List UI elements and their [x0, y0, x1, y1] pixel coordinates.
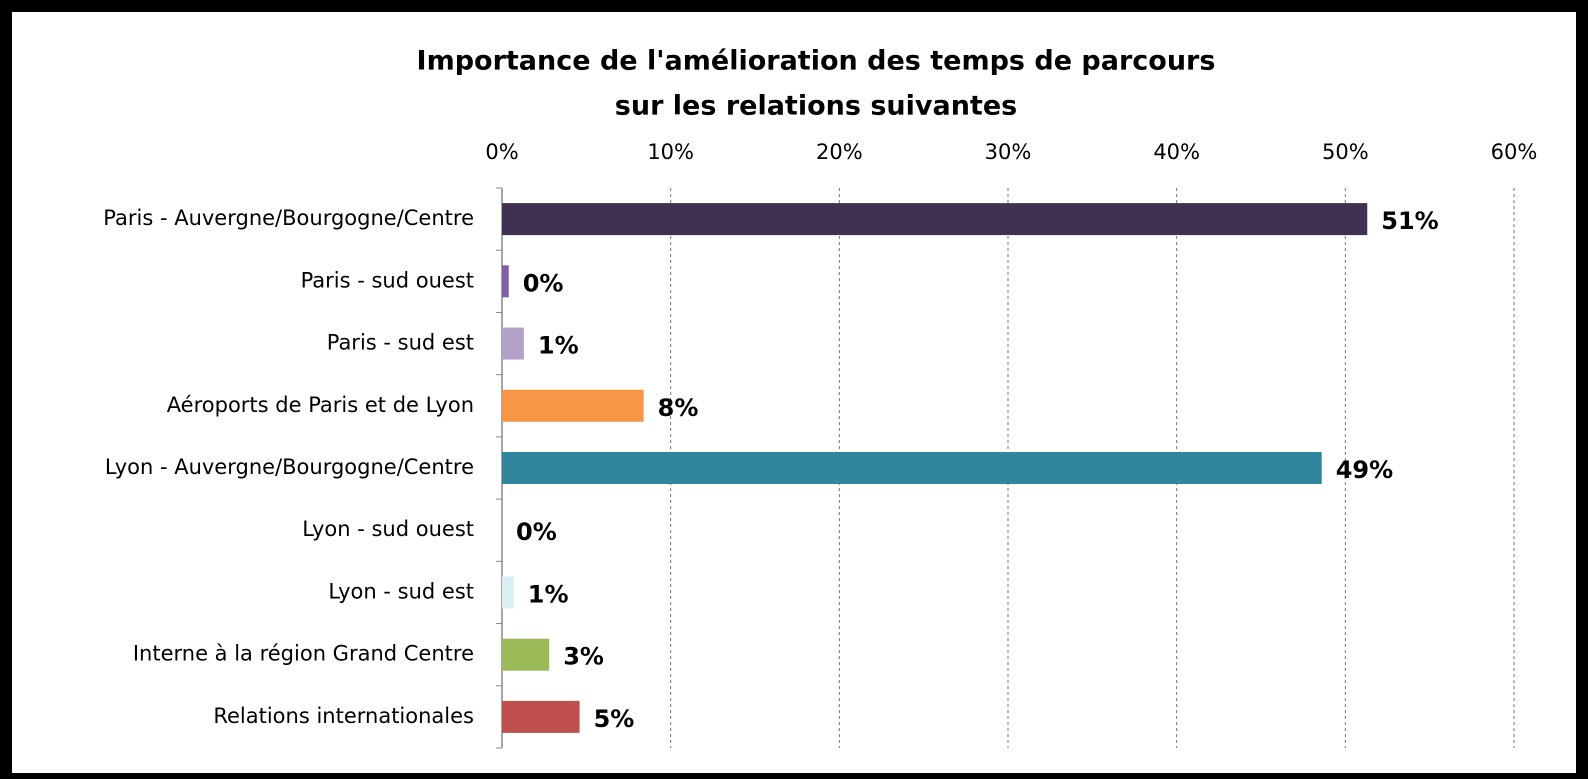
value-label: 49%	[1336, 456, 1393, 484]
bar	[502, 327, 524, 360]
bar	[502, 452, 1322, 484]
y-tick-label: Aéroports de Paris et de Lyon	[167, 393, 474, 417]
x-tick-label: 40%	[1153, 140, 1200, 164]
value-label: 1%	[528, 580, 569, 608]
value-label: 8%	[658, 394, 699, 422]
x-tick-label: 60%	[1491, 140, 1538, 164]
chart-title: sur les relations suivantes	[615, 91, 1017, 122]
bar	[502, 265, 509, 298]
y-tick-label: Lyon - Auvergne/Bourgogne/Centre	[105, 455, 474, 479]
x-tick-label: 50%	[1322, 140, 1369, 164]
x-tick-label: 10%	[647, 140, 694, 164]
bar	[502, 700, 580, 733]
y-tick-label: Paris - sud est	[327, 331, 474, 355]
value-label: 51%	[1381, 207, 1438, 235]
y-tick-label: Lyon - sud ouest	[302, 517, 474, 541]
value-label: 0%	[516, 518, 557, 546]
y-tick-label: Paris - sud ouest	[301, 268, 474, 292]
y-tick-label: Lyon - sud est	[328, 579, 474, 603]
value-label: 5%	[594, 705, 635, 733]
bar	[502, 576, 514, 609]
bar	[502, 389, 644, 422]
bar	[502, 638, 550, 671]
x-tick-label: 20%	[816, 140, 863, 164]
y-tick-label: Relations internationales	[213, 704, 474, 728]
value-label: 3%	[563, 643, 604, 671]
x-tick-label: 30%	[985, 140, 1032, 164]
bar	[502, 203, 1368, 236]
y-tick-label: Paris - Auvergne/Bourgogne/Centre	[103, 206, 474, 230]
x-tick-label: 0%	[485, 140, 518, 164]
y-tick-label: Interne à la région Grand Centre	[133, 642, 474, 666]
value-label: 1%	[538, 332, 579, 360]
value-label: 0%	[523, 269, 564, 297]
chart-title: Importance de l'amélioration des temps d…	[417, 46, 1216, 77]
